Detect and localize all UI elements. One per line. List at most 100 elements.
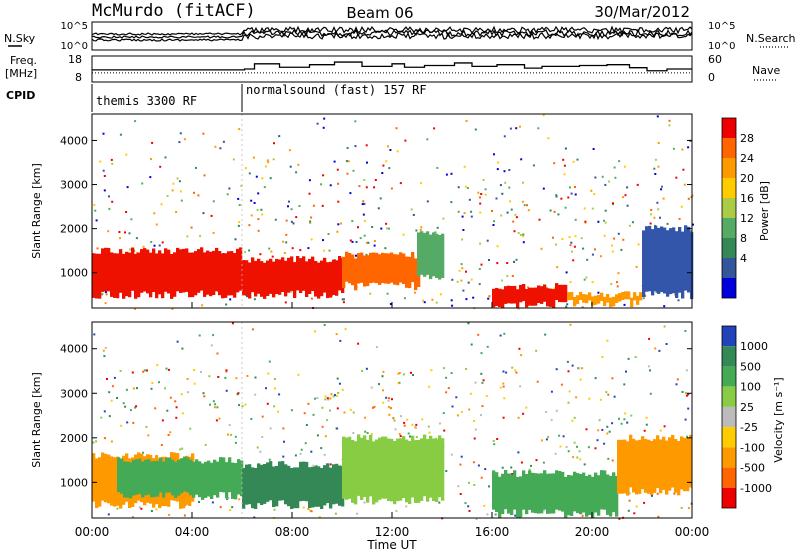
scatter-cell [392, 417, 395, 420]
scatter-cell [267, 372, 270, 375]
scatter-cell [228, 424, 231, 426]
scatter-cell [322, 174, 325, 177]
scatter-cell [197, 194, 200, 197]
scatter-cell [527, 286, 529, 289]
echo-band-5 [686, 437, 690, 492]
echo-band-0 [188, 252, 192, 298]
echo-band-5 [612, 296, 616, 307]
scatter-cell [151, 141, 154, 144]
scatter-cell [578, 450, 581, 453]
scatter-cell [212, 400, 215, 403]
scatter-cell [119, 133, 122, 136]
scatter-cell [470, 210, 473, 213]
scatter-cell [363, 501, 366, 504]
scatter-cell [542, 509, 545, 512]
noise-line-1 [91, 28, 693, 39]
scatter-cell [129, 248, 131, 251]
scatter-cell [158, 244, 161, 247]
scatter-cell [547, 137, 550, 140]
scatter-cell [320, 447, 323, 450]
echo-band-2 [335, 463, 339, 504]
echo-band-6 [684, 225, 688, 291]
echo-band-5 [582, 294, 586, 303]
scatter-cell [272, 158, 275, 161]
scatter-cell [215, 419, 218, 422]
echo-band-3 [420, 231, 424, 275]
scatter-cell [305, 424, 308, 426]
echo-band-2 [248, 464, 252, 505]
scatter-cell [278, 393, 281, 396]
scatter-cell [594, 176, 597, 179]
echo-band-0 [98, 253, 102, 299]
echo-band-3 [432, 232, 436, 277]
scatter-cell [460, 279, 463, 282]
echo-band-2 [320, 468, 324, 509]
echo-band-5 [674, 439, 678, 493]
scatter-cell [587, 446, 590, 449]
colorbar-tick-label: 100 [740, 381, 761, 394]
scatter-cell [388, 413, 391, 416]
echo-band-4 [567, 474, 571, 516]
echo-band-0 [221, 253, 225, 299]
scatter-cell [389, 407, 392, 410]
scatter-cell [134, 120, 137, 123]
echo-band-5 [600, 292, 604, 301]
scatter-cell [333, 160, 336, 163]
echo-band-4 [552, 473, 556, 514]
scatter-cell [445, 173, 448, 176]
scatter-cell [251, 328, 254, 331]
echo-band-2 [263, 464, 267, 504]
scatter-cell [314, 330, 316, 333]
scatter-cell [337, 223, 340, 226]
scatter-cell [611, 377, 614, 380]
scatter-cell [246, 295, 248, 298]
scatter-cell [480, 414, 482, 417]
scatter-cell [209, 403, 211, 406]
scatter-cell [355, 241, 358, 243]
scatter-cell [238, 498, 241, 501]
scatter-cell [385, 222, 388, 225]
nsearch-label: N.Search [746, 32, 796, 45]
scatter-cell [365, 241, 368, 244]
scatter-cell [178, 180, 181, 183]
echo-band-3 [423, 434, 427, 497]
scatter-cell [388, 397, 390, 400]
scatter-cell [385, 396, 388, 399]
scatter-cell [119, 369, 122, 372]
echo-band-4 [525, 474, 529, 515]
scatter-cell [268, 247, 271, 250]
scatter-cell [456, 414, 459, 417]
time-tick-label: 16:00 [475, 525, 510, 539]
echo-band-0 [212, 250, 216, 295]
scatter-cell [225, 389, 228, 392]
scatter-cell [623, 418, 626, 421]
scatter-cell [308, 179, 311, 182]
scatter-cell [430, 369, 433, 372]
echo-band-2 [302, 461, 306, 501]
echo-band-0 [161, 253, 165, 299]
scatter-cell [397, 372, 400, 375]
scatter-cell [450, 172, 453, 175]
scatter-cell [554, 452, 557, 455]
echo-band-5 [636, 295, 640, 305]
scatter-cell [562, 435, 565, 438]
scatter-cell [336, 427, 339, 430]
echo-band-1 [177, 460, 181, 496]
echo-band-2 [293, 467, 297, 509]
scatter-cell [327, 233, 330, 235]
scatter-cell [274, 218, 277, 221]
echo-band-3 [342, 436, 346, 499]
echo-band-0 [215, 247, 219, 292]
velocity-colorbar: 1000 500 100 25 -25 -100 -500 -1000 [721, 325, 772, 509]
echo-band-5 [671, 434, 675, 488]
scatter-cell [261, 177, 264, 180]
echo-band-6 [666, 230, 670, 297]
scatter-cell [611, 250, 614, 253]
freq-tick-top: 18 [68, 53, 82, 66]
scatter-cell [299, 249, 302, 252]
echo-band-1 [231, 462, 235, 499]
time-tick-label: 00:00 [675, 525, 710, 539]
scatter-cell [176, 340, 179, 343]
scatter-cell [406, 418, 409, 421]
scatter-cell [102, 169, 105, 172]
